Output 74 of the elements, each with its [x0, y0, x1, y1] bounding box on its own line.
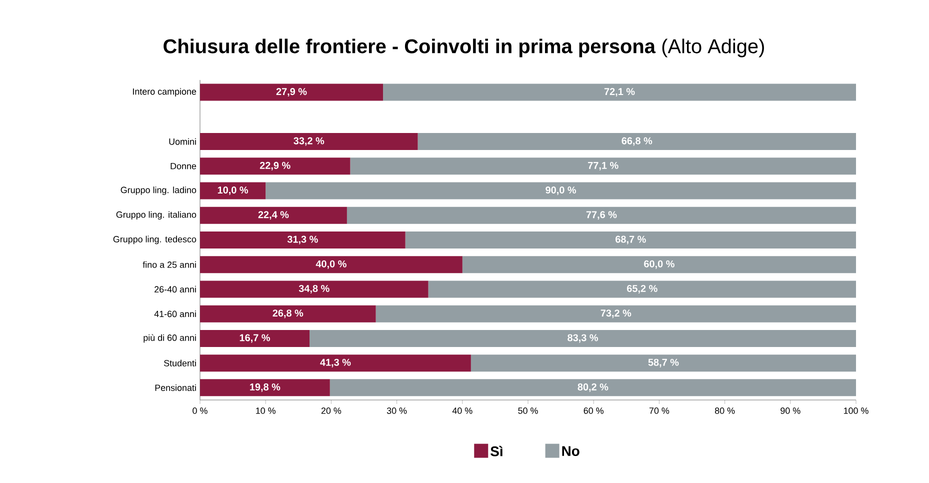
data-label: 65,2 %	[627, 284, 658, 294]
data-label: 27,9 %	[276, 88, 307, 97]
bar	[200, 231, 406, 248]
data-label: 31,3 %	[287, 236, 318, 244]
legend-label: No	[562, 446, 580, 456]
data-label: 10,0 %	[218, 186, 248, 196]
bar	[418, 133, 856, 150]
y-tick-label: Gruppo ling. italiano	[116, 211, 196, 220]
y-tick-label: Intero campione	[133, 88, 196, 96]
bar	[200, 158, 350, 175]
data-label: 83,3 %	[568, 334, 598, 343]
y-tick-label: Pensionati	[155, 384, 196, 391]
bar	[200, 379, 330, 396]
x-tick-label: 30 %	[386, 408, 407, 414]
data-label: 58,7 %	[648, 358, 679, 368]
bar	[200, 133, 418, 150]
y-tick-label: fino a 25 anni	[142, 261, 196, 268]
y-tick-label: 41-60 anni	[154, 310, 196, 318]
bar	[200, 84, 384, 101]
bar	[200, 182, 266, 200]
bar	[350, 158, 856, 175]
data-label: 34,8 %	[298, 284, 330, 294]
data-label: 33,2 %	[294, 137, 324, 146]
y-tick-label: più di 60 anni	[144, 334, 196, 343]
bar	[330, 379, 856, 396]
data-label: 16,7 %	[240, 334, 270, 343]
x-tick-label: 90 %	[780, 408, 800, 414]
x-tick-label: 70 %	[649, 408, 670, 414]
y-tick-label: Gruppo ling. ladino	[120, 186, 196, 195]
bar	[200, 330, 310, 347]
x-tick-label: 100 %	[844, 408, 868, 414]
bar	[376, 305, 856, 322]
bar	[200, 206, 347, 224]
data-label: 22,4 %	[258, 211, 289, 220]
x-tick-label: 0 %	[192, 408, 208, 414]
data-label: 22,9 %	[260, 162, 290, 170]
bar	[346, 206, 856, 224]
y-tick-label: Donne	[170, 163, 196, 170]
data-label: 80,2 %	[578, 383, 608, 392]
x-tick-label: 10 %	[256, 408, 276, 414]
data-label: 40,0 %	[316, 260, 346, 269]
x-tick-label: 60 %	[584, 408, 604, 414]
y-tick-label: Uomini	[169, 138, 196, 145]
data-label: 72,1 %	[604, 88, 635, 97]
bar	[200, 305, 376, 322]
x-tick-label: 40 %	[452, 408, 472, 414]
bar	[405, 231, 856, 248]
data-label: 19,8 %	[250, 383, 280, 392]
data-label: 60,0 %	[644, 260, 674, 269]
bar	[200, 280, 428, 298]
bar	[383, 84, 856, 101]
bar	[310, 330, 856, 347]
data-label: 90,0 %	[546, 186, 576, 196]
legend-label: Sì	[490, 446, 502, 456]
bar	[200, 354, 471, 372]
bar	[470, 354, 856, 372]
bar	[428, 280, 856, 298]
data-label: 77,6 %	[586, 211, 617, 220]
chart-title: Chiusura delle frontiere - Coinvolti in prima persona (Alto Adige)	[164, 38, 764, 58]
data-label: 77,1 %	[588, 162, 618, 170]
x-tick-label: 20 %	[321, 408, 342, 414]
data-label: 66,8 %	[622, 137, 652, 146]
data-label: 41,3 %	[320, 358, 351, 368]
x-tick-label: 50 %	[518, 408, 538, 414]
data-label: 26,8 %	[272, 310, 304, 318]
x-tick-label: 80 %	[714, 408, 735, 414]
bar	[266, 182, 856, 200]
y-tick-label: 26-40 anni	[154, 286, 196, 293]
data-label: 73,2 %	[600, 310, 632, 318]
bar	[200, 256, 462, 274]
y-tick-label: Studenti	[164, 360, 196, 366]
y-tick-label: Gruppo ling. tedesco	[113, 236, 196, 244]
data-label: 68,7 %	[616, 236, 646, 244]
bar	[462, 256, 856, 274]
